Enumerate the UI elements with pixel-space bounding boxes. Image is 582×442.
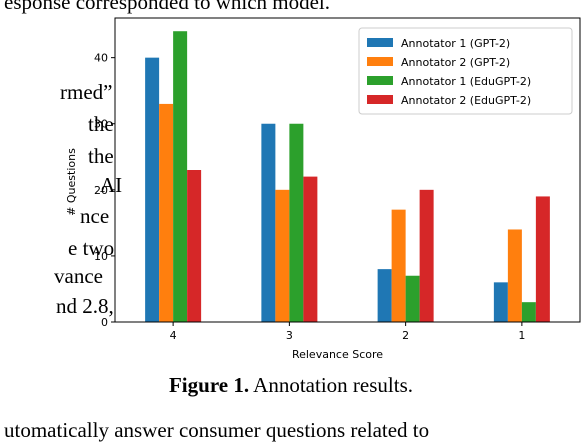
bar [377, 269, 392, 322]
legend-swatch [367, 95, 393, 104]
text-fragment: vance [54, 264, 103, 288]
bar [145, 57, 160, 323]
y-tick-label: 30 [94, 118, 108, 131]
bar [535, 196, 550, 322]
x-tick-label: 3 [286, 329, 293, 342]
figure-caption: Figure 1. Annotation results. [0, 372, 582, 398]
x-axis-label: Relevance Score [292, 348, 383, 361]
axes-layer: 0 10 20 30 40 4 3 2 1 Relevance Score # Questions [65, 17, 581, 361]
bar [261, 123, 276, 322]
text-fragment: e two [68, 236, 115, 260]
bar [289, 123, 304, 322]
x-tick-label: 4 [170, 329, 177, 342]
legend-label: Annotator 1 (GPT-2) [401, 37, 510, 50]
legend-label: Annotator 1 (EduGPT-2) [401, 75, 531, 88]
x-tick-label: 2 [402, 329, 409, 342]
text-fragment: the [88, 112, 114, 136]
body-text-line: esponse corresponded to which model. [4, 0, 331, 14]
x-tick-label: 1 [518, 329, 525, 342]
legend-label: Annotator 2 (GPT-2) [401, 56, 510, 69]
bar [275, 189, 290, 322]
y-tick-label: 20 [94, 184, 108, 197]
y-tick-label: 0 [101, 316, 108, 329]
bar [303, 176, 318, 322]
plot-frame [114, 17, 581, 323]
bar [507, 229, 522, 322]
legend: Annotator 1 (GPT-2) Annotator 2 (GPT-2) An… [358, 27, 573, 115]
body-text-line: utomatically answer consumer questions r… [4, 418, 430, 442]
y-axis-label: # Questions [65, 148, 78, 216]
bar [493, 282, 508, 322]
legend-swatch [367, 38, 393, 47]
text-fragment: rmed” [60, 80, 113, 104]
bar [391, 209, 406, 322]
caption-text: Annotation results. [249, 373, 414, 397]
caption-label: Figure 1. [168, 373, 250, 397]
bar [405, 275, 420, 322]
text-fragment: the [88, 144, 114, 168]
bar [419, 189, 434, 322]
y-tick-label: 10 [94, 250, 108, 263]
bar [173, 31, 188, 322]
bar [187, 170, 202, 322]
legend-swatch [367, 76, 393, 85]
bar [159, 103, 174, 322]
legend-label: Annotator 2 (EduGPT-2) [401, 94, 531, 107]
text-fragment: AI [100, 173, 123, 197]
bars-layer [145, 31, 550, 323]
bar [521, 302, 536, 322]
legend-box [358, 27, 573, 115]
legend-swatch [367, 57, 393, 66]
text-fragment: nd 2.8, [56, 294, 114, 318]
text-fragment: nce [80, 204, 110, 228]
y-tick-label: 40 [94, 52, 108, 65]
